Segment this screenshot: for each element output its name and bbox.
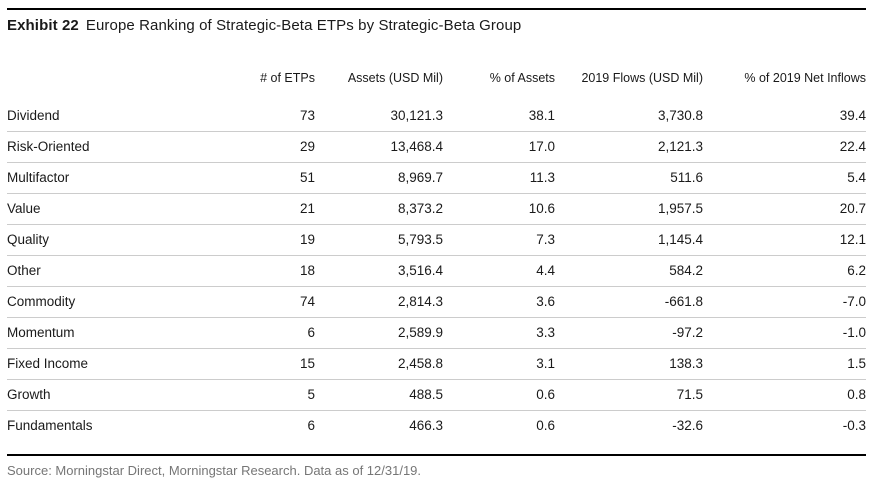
row-label: Value <box>7 193 240 225</box>
source-note: Source: Morningstar Direct, Morningstar … <box>7 463 422 478</box>
cell-value: 6.2 <box>703 255 866 287</box>
cell-value: 1,145.4 <box>555 224 703 256</box>
column-header-assets: Assets (USD Mil) <box>347 71 443 85</box>
cell-value: 0.6 <box>536 418 555 433</box>
cell-value: 3.3 <box>443 317 555 349</box>
table-row: Fundamentals 6 466.3 0.6 -32.6 -0.3 <box>7 411 866 455</box>
cell-value: 0.8 <box>703 379 866 411</box>
row-label: Momentum <box>7 317 240 349</box>
row-label: Other <box>7 255 240 287</box>
cell-value: 5 <box>240 379 315 411</box>
cell-value: 21 <box>240 193 315 225</box>
column-header-pct-net-inflows: % of 2019 Net Inflows <box>744 71 866 85</box>
cell-value: 6 <box>307 418 315 433</box>
cell-value: 10.6 <box>443 193 555 225</box>
table-row: Growth 5 488.5 0.6 71.5 0.8 <box>7 379 866 411</box>
cell-value: 2,121.3 <box>555 131 703 163</box>
row-label: Multifactor <box>7 162 240 194</box>
cell-value: 6 <box>240 317 315 349</box>
table-row: Multifactor 51 8,969.7 11.3 511.6 5.4 <box>7 162 866 194</box>
column-header-num-etps: # of ETPs <box>260 71 315 85</box>
cell-value: 73 <box>240 101 315 132</box>
cell-value: 3,516.4 <box>315 255 443 287</box>
row-label: Commodity <box>7 286 240 318</box>
cell-value: 1,957.5 <box>555 193 703 225</box>
cell-value: 3.6 <box>443 286 555 318</box>
cell-value: 3,730.8 <box>555 101 703 132</box>
table-row: Fixed Income 15 2,458.8 3.1 138.3 1.5 <box>7 348 866 380</box>
cell-value: 74 <box>240 286 315 318</box>
cell-value: -32.6 <box>672 418 703 433</box>
cell-value: -1.0 <box>703 317 866 349</box>
row-label: Fixed Income <box>7 348 240 380</box>
cell-value: 71.5 <box>555 379 703 411</box>
cell-value: 5.4 <box>703 162 866 194</box>
row-label: Risk-Oriented <box>7 131 240 163</box>
table-row: Commodity 74 2,814.3 3.6 -661.8 -7.0 <box>7 286 866 318</box>
top-rule <box>7 8 866 10</box>
cell-value: 8,969.7 <box>315 162 443 194</box>
table-row: Quality 19 5,793.5 7.3 1,145.4 12.1 <box>7 224 866 256</box>
bottom-rule <box>7 454 866 456</box>
table-row: Dividend 73 30,121.3 38.1 3,730.8 39.4 <box>7 101 866 132</box>
cell-value: 584.2 <box>555 255 703 287</box>
page-title: Exhibit 22 Europe Ranking of Strategic-Be… <box>7 16 866 36</box>
cell-value: 30,121.3 <box>315 101 443 132</box>
cell-value: 13,468.4 <box>315 131 443 163</box>
cell-value: 3.1 <box>443 348 555 380</box>
cell-value: 2,458.8 <box>315 348 443 380</box>
cell-value: 22.4 <box>703 131 866 163</box>
table-row: Other 18 3,516.4 4.4 584.2 6.2 <box>7 255 866 287</box>
row-label: Growth <box>7 379 240 411</box>
cell-value: 17.0 <box>443 131 555 163</box>
cell-value: 39.4 <box>703 101 866 132</box>
cell-value: 1.5 <box>703 348 866 380</box>
cell-value: 12.1 <box>703 224 866 256</box>
row-label: Fundamentals <box>7 418 93 433</box>
cell-value: 2,589.9 <box>315 317 443 349</box>
table-row: Value 21 8,373.2 10.6 1,957.5 20.7 <box>7 193 866 225</box>
cell-value: 29 <box>240 131 315 163</box>
cell-value: 511.6 <box>555 162 703 194</box>
cell-value: 20.7 <box>703 193 866 225</box>
exhibit-title-text: Europe Ranking of Strategic-Beta ETPs by… <box>85 17 522 34</box>
column-header-2019-flows: 2019 Flows (USD Mil) <box>581 71 703 85</box>
row-label: Quality <box>7 224 240 256</box>
cell-value: 11.3 <box>443 162 555 194</box>
cell-value: 138.3 <box>555 348 703 380</box>
cell-value: 466.3 <box>409 418 443 433</box>
cell-value: 8,373.2 <box>315 193 443 225</box>
cell-value: 18 <box>240 255 315 287</box>
cell-value: 19 <box>240 224 315 256</box>
cell-value: 15 <box>240 348 315 380</box>
table-row: Momentum 6 2,589.9 3.3 -97.2 -1.0 <box>7 317 866 349</box>
column-header-group <box>7 71 240 101</box>
cell-value: 7.3 <box>443 224 555 256</box>
cell-value: 5,793.5 <box>315 224 443 256</box>
cell-value: -97.2 <box>555 317 703 349</box>
column-header-pct-assets: % of Assets <box>489 71 555 85</box>
table-row: Risk-Oriented 29 13,468.4 17.0 2,121.3 22.4 <box>7 131 866 163</box>
table-header-row: # of ETPs Assets (USD Mil) % of Assets 2… <box>7 71 866 101</box>
cell-value: -0.3 <box>842 418 866 433</box>
cell-value: -661.8 <box>555 286 703 318</box>
cell-value: -7.0 <box>703 286 866 318</box>
row-label: Dividend <box>7 101 240 132</box>
cell-value: 488.5 <box>315 379 443 411</box>
cell-value: 2,814.3 <box>315 286 443 318</box>
exhibit-number-label: Exhibit 22 <box>7 17 79 34</box>
cell-value: 4.4 <box>443 255 555 287</box>
strategic-beta-ranking-table: # of ETPs Assets (USD Mil) % of Assets 2… <box>7 71 866 454</box>
cell-value: 0.6 <box>443 379 555 411</box>
cell-value: 51 <box>240 162 315 194</box>
cell-value: 38.1 <box>443 101 555 132</box>
